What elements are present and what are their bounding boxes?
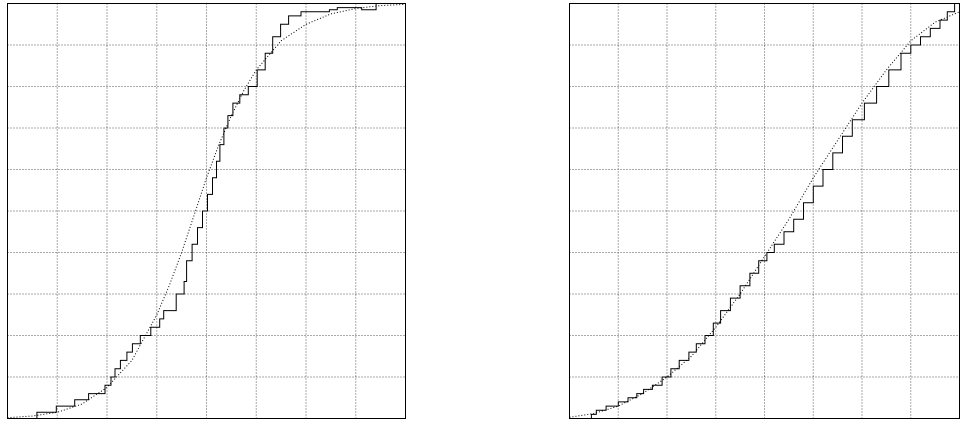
chart-right-reference-curve [569,11,960,418]
chart-left-plot-frame [7,3,406,419]
chart-panel-left [0,0,410,422]
chart-right-empirical-step-curve [569,3,960,419]
chart-panel-right [560,0,960,422]
chart-left-svg [7,3,406,419]
chart-right-svg [569,3,960,419]
chart-left-empirical-step-curve [7,3,406,419]
